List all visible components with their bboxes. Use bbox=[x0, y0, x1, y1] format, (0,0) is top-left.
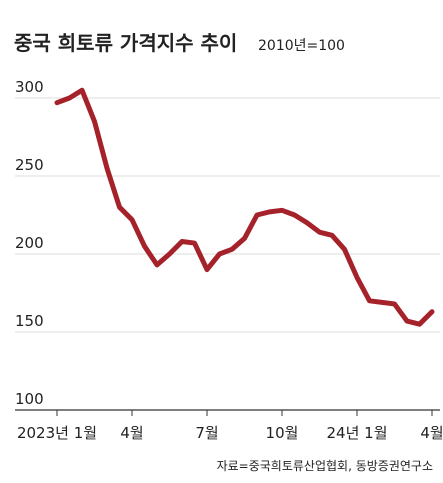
x-tick-label: 7월 bbox=[195, 424, 218, 442]
x-tick-label: 4월 bbox=[120, 424, 143, 442]
chart-subtitle: 2010년=100 bbox=[258, 38, 345, 54]
y-tick-label: 200 bbox=[15, 234, 44, 252]
y-tick-label: 300 bbox=[15, 78, 44, 96]
y-tick-label: 150 bbox=[15, 312, 44, 330]
y-tick-label: 250 bbox=[15, 156, 44, 174]
x-tick-label: 2023년 1월 bbox=[17, 424, 97, 442]
x-tick-label: 4월 bbox=[420, 424, 443, 442]
x-tick-label: 10월 bbox=[266, 424, 299, 442]
line-series bbox=[54, 87, 435, 327]
y-tick-label: 100 bbox=[15, 390, 44, 408]
chart-title: 중국 희토류 가격지수 추이 bbox=[14, 31, 237, 55]
source: 자료=중국희토류산업협회, 동방증권연구소 bbox=[217, 459, 433, 473]
x-tick-label: 24년 1월 bbox=[327, 424, 388, 442]
